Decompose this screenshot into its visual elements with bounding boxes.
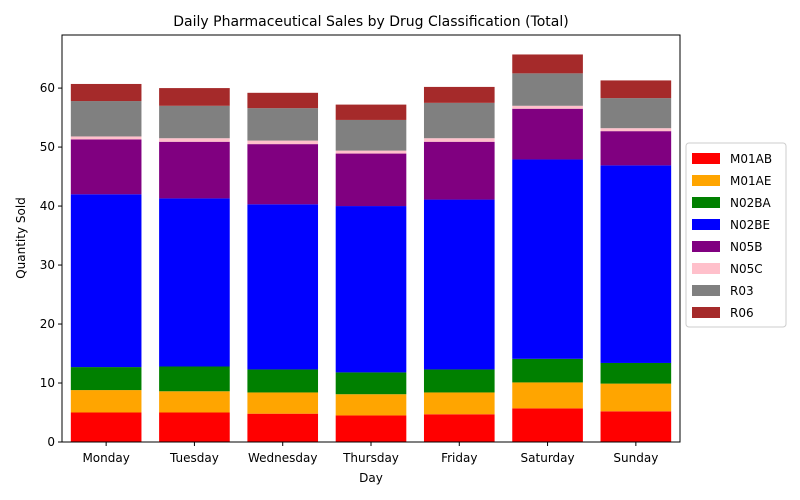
bar-m01ab-tuesday bbox=[159, 412, 230, 442]
y-tick-label-50: 50 bbox=[40, 140, 55, 154]
bar-n02be-monday bbox=[70, 194, 142, 368]
legend-label-r03: R03 bbox=[730, 284, 754, 298]
legend: M01AB M01AE N02BA N02BE N05B N05C R03 R06 bbox=[685, 142, 787, 328]
legend-label-n05c: N05C bbox=[730, 262, 763, 276]
bar-m01ae-friday bbox=[423, 392, 495, 415]
legend-label-n02ba: N02BA bbox=[730, 196, 771, 210]
y-axis-label: Quantity Sold bbox=[14, 197, 28, 279]
bar-r06-wednesday bbox=[247, 92, 319, 109]
bar-n05b-thursday bbox=[335, 153, 407, 207]
legend-label-m01ae: M01AE bbox=[730, 174, 771, 188]
bar-m01ab-monday bbox=[70, 412, 142, 442]
bar-n05c-sunday bbox=[600, 128, 672, 132]
bar-n02be-tuesday bbox=[159, 198, 230, 367]
bar-m01ae-wednesday bbox=[247, 392, 319, 414]
bar-n05b-saturday bbox=[512, 108, 583, 160]
bar-m01ab-friday bbox=[423, 414, 495, 442]
chart-title: Daily Pharmaceutical Sales by Drug Class… bbox=[173, 14, 568, 30]
bar-r03-wednesday bbox=[247, 108, 319, 141]
legend-label-n02be: N02BE bbox=[730, 218, 770, 232]
bar-r06-tuesday bbox=[159, 88, 230, 106]
x-tick-label-thursday: Thursday bbox=[342, 451, 399, 465]
bar-m01ab-sunday bbox=[600, 411, 672, 442]
bar-n02ba-friday bbox=[423, 369, 495, 393]
legend-swatch-n05b bbox=[692, 241, 720, 252]
y-tick-label-30: 30 bbox=[40, 258, 55, 272]
bar-n05c-wednesday bbox=[247, 140, 319, 145]
x-axis: Monday Tuesday Wednesday Thursday Friday Satu… bbox=[82, 442, 658, 465]
bar-n05c-thursday bbox=[335, 150, 407, 154]
bar-n02be-sunday bbox=[600, 165, 672, 363]
bar-m01ae-tuesday bbox=[159, 391, 230, 413]
bar-r03-saturday bbox=[512, 73, 583, 106]
bar-r06-thursday bbox=[335, 104, 407, 120]
bar-m01ab-thursday bbox=[335, 415, 407, 442]
y-axis: 0 10 20 30 40 50 60 bbox=[40, 81, 62, 449]
bar-r06-monday bbox=[70, 83, 142, 102]
bar-n02be-wednesday bbox=[247, 204, 319, 370]
bar-m01ae-sunday bbox=[600, 383, 672, 412]
bar-n05c-monday bbox=[70, 136, 142, 140]
bar-r03-sunday bbox=[600, 98, 672, 129]
legend-label-r06: R06 bbox=[730, 306, 754, 320]
x-tick-label-friday: Friday bbox=[441, 451, 477, 465]
y-tick-label-40: 40 bbox=[40, 199, 55, 213]
bar-n02ba-saturday bbox=[512, 358, 583, 383]
bar-m01ae-monday bbox=[70, 390, 142, 413]
y-tick-label-10: 10 bbox=[40, 376, 55, 390]
bar-n05c-saturday bbox=[512, 105, 583, 109]
y-tick-label-20: 20 bbox=[40, 317, 55, 331]
plot-area bbox=[70, 54, 672, 442]
x-tick-label-tuesday: Tuesday bbox=[169, 451, 219, 465]
bar-n02be-thursday bbox=[335, 206, 407, 373]
legend-frame bbox=[685, 142, 787, 328]
bar-n05b-sunday bbox=[600, 131, 672, 166]
bar-n05c-friday bbox=[423, 138, 495, 142]
legend-swatch-r06 bbox=[692, 307, 720, 318]
bar-r03-tuesday bbox=[159, 105, 230, 139]
bar-n02ba-sunday bbox=[600, 362, 672, 384]
x-axis-label: Day bbox=[359, 471, 383, 485]
bar-r03-monday bbox=[70, 101, 142, 137]
legend-swatch-m01ab bbox=[692, 153, 720, 164]
bar-n05c-tuesday bbox=[159, 138, 230, 142]
x-tick-label-sunday: Sunday bbox=[613, 451, 658, 465]
bar-n05b-monday bbox=[70, 139, 142, 195]
x-tick-label-wednesday: Wednesday bbox=[248, 451, 317, 465]
bar-m01ab-wednesday bbox=[247, 413, 319, 442]
bar-m01ab-saturday bbox=[512, 408, 583, 442]
bar-n05b-wednesday bbox=[247, 144, 319, 205]
bar-n02ba-wednesday bbox=[247, 369, 319, 393]
bar-m01ae-saturday bbox=[512, 382, 583, 409]
bar-n02be-friday bbox=[423, 199, 495, 370]
bar-m01ae-thursday bbox=[335, 394, 407, 416]
bar-n02ba-monday bbox=[70, 367, 142, 391]
bar-n02ba-thursday bbox=[335, 372, 407, 395]
x-tick-label-saturday: Saturday bbox=[521, 451, 575, 465]
legend-swatch-r03 bbox=[692, 285, 720, 296]
bar-r06-sunday bbox=[600, 80, 672, 99]
legend-swatch-m01ae bbox=[692, 175, 720, 186]
legend-swatch-n05c bbox=[692, 263, 720, 274]
legend-label-m01ab: M01AB bbox=[730, 152, 772, 166]
bar-n05b-tuesday bbox=[159, 141, 230, 199]
bar-n02be-saturday bbox=[512, 159, 583, 359]
bar-r06-friday bbox=[423, 86, 495, 103]
x-tick-label-monday: Monday bbox=[82, 451, 129, 465]
y-tick-label-0: 0 bbox=[47, 435, 55, 449]
legend-swatch-n02be bbox=[692, 219, 720, 230]
bar-n02ba-tuesday bbox=[159, 366, 230, 392]
bar-r03-thursday bbox=[335, 119, 407, 151]
legend-swatch-n02ba bbox=[692, 197, 720, 208]
bar-n05b-friday bbox=[423, 141, 495, 200]
bar-r06-saturday bbox=[512, 54, 583, 74]
bar-r03-friday bbox=[423, 102, 495, 139]
y-tick-label-60: 60 bbox=[40, 81, 55, 95]
legend-label-n05b: N05B bbox=[730, 240, 762, 254]
